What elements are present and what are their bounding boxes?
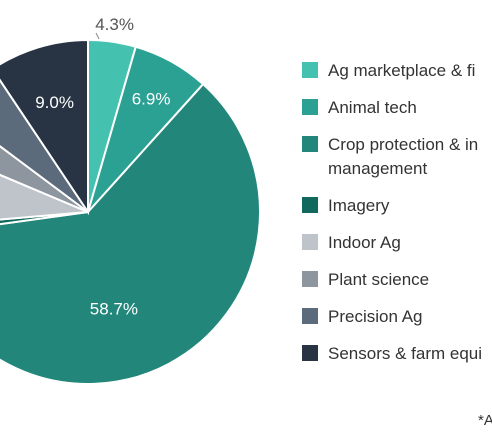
pie-slice-3 xyxy=(0,211,89,226)
footnote: *A xyxy=(478,412,492,429)
legend-swatch xyxy=(302,62,318,78)
legend-swatch xyxy=(302,197,318,213)
legend-swatch xyxy=(302,234,318,250)
data-label-1: 6.9% xyxy=(132,89,171,108)
leader-line xyxy=(95,32,100,40)
pie-slice-7 xyxy=(0,38,89,216)
legend-label: Plant science xyxy=(328,270,430,289)
legend-label: Crop protection & in management xyxy=(328,135,479,178)
legend-label: Imagery xyxy=(328,196,390,215)
pie-slice-2 xyxy=(0,82,261,385)
legend-swatch xyxy=(302,136,318,152)
legend-label: Animal tech xyxy=(328,98,417,117)
legend-swatch xyxy=(302,345,318,361)
legend-label: Indoor Ag xyxy=(328,233,401,252)
legend-swatch xyxy=(302,99,318,115)
pie-slice-4 xyxy=(0,173,89,221)
legend-label: Ag marketplace & fi xyxy=(328,61,476,80)
legend-label: Precision Ag xyxy=(328,307,423,326)
data-label-0: 4.3% xyxy=(95,15,134,34)
data-label-2: 58.7% xyxy=(90,300,138,319)
legend-swatch xyxy=(302,308,318,324)
legend-label: Sensors & farm equi xyxy=(328,344,483,363)
legend-swatch xyxy=(302,271,318,287)
data-label-7: 9.0% xyxy=(35,93,74,112)
